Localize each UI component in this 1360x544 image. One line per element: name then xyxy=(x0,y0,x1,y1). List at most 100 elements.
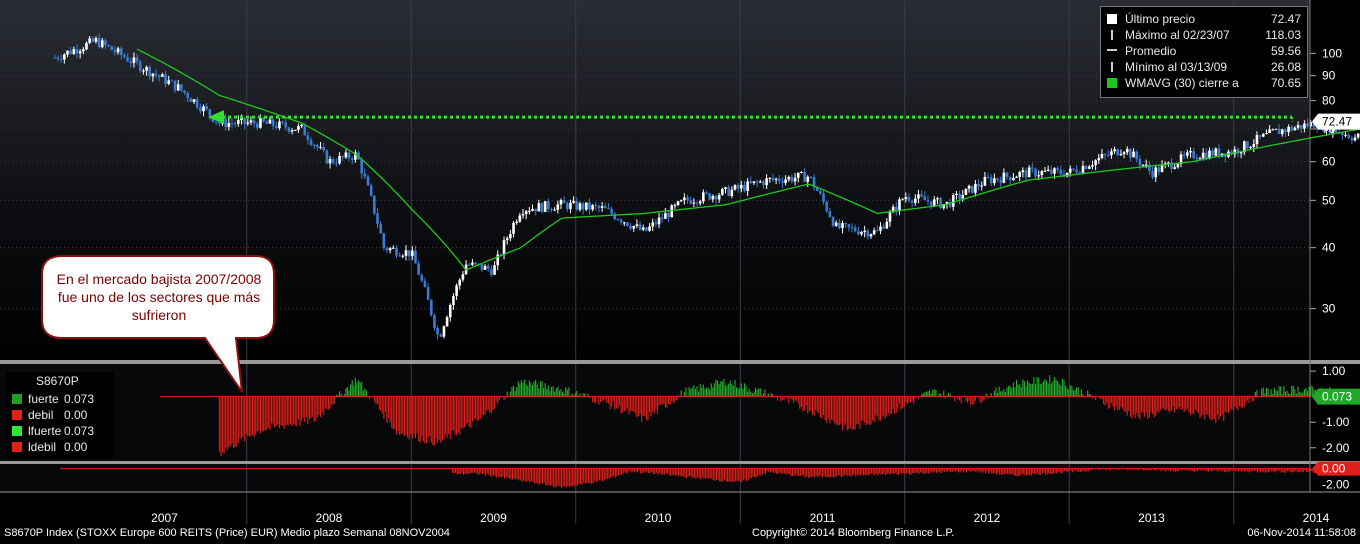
candle-body xyxy=(806,176,810,182)
candle-body xyxy=(164,74,167,84)
indicator-row-lfuerte: lfuerte 0.073 xyxy=(10,423,114,439)
candle-body xyxy=(1176,163,1180,168)
candle-body xyxy=(1015,176,1018,178)
average-dot-icon xyxy=(1107,49,1117,51)
candle-body xyxy=(758,181,762,183)
candle-body xyxy=(1182,154,1186,156)
candle-body xyxy=(958,193,961,199)
candle-body xyxy=(66,50,69,55)
candle-body xyxy=(123,55,126,58)
candle-body xyxy=(344,152,348,158)
candle-body xyxy=(53,57,57,59)
candle-body xyxy=(1059,169,1063,174)
candle-body xyxy=(936,197,939,200)
candle-body xyxy=(790,176,794,182)
candle-body xyxy=(660,217,664,219)
legend-row-last-price: Último precio 72.47 xyxy=(1107,11,1301,27)
candle-body xyxy=(195,99,199,108)
candle-body xyxy=(923,196,927,201)
candle-body xyxy=(740,184,743,189)
x-tick-label: 2007 xyxy=(151,511,178,525)
candle-body xyxy=(610,208,613,214)
y-tick-label: 90 xyxy=(1322,69,1336,83)
high-tick-icon xyxy=(1111,30,1113,40)
candle-body xyxy=(809,176,813,178)
candle-body xyxy=(104,40,107,46)
candle-body xyxy=(964,188,968,195)
candle-body xyxy=(1284,129,1287,133)
indicator-last-tag xyxy=(1312,388,1360,405)
indicator-row-debil: debil 0.00 xyxy=(10,407,114,423)
candle-body xyxy=(917,194,920,199)
candle-body xyxy=(1299,125,1303,129)
green-square-icon xyxy=(1107,78,1117,88)
candle-body xyxy=(401,255,405,257)
candle-body xyxy=(75,49,79,54)
candle-body xyxy=(1106,154,1110,156)
candle-body xyxy=(208,109,212,116)
candle-body xyxy=(1018,172,1021,177)
candle-body xyxy=(82,49,85,52)
candle-body xyxy=(180,84,183,91)
candle-body xyxy=(88,38,91,43)
candle-body xyxy=(572,200,575,203)
candle-body xyxy=(512,222,515,234)
candle-body xyxy=(1265,133,1268,135)
candle-body xyxy=(566,203,569,210)
candle-body xyxy=(100,40,104,48)
candle-body xyxy=(948,201,952,207)
legend-row-low: Mínimo al 03/13/09 26.08 xyxy=(1107,59,1301,75)
candle-body xyxy=(749,181,753,184)
candle-body xyxy=(977,183,980,187)
candle-body xyxy=(461,274,465,280)
candle-body xyxy=(1125,148,1129,153)
candle-body xyxy=(838,222,841,229)
candle-body xyxy=(721,188,724,196)
candle-body xyxy=(989,177,993,184)
candle-body xyxy=(1012,177,1015,181)
candle-body xyxy=(411,250,414,257)
candle-body xyxy=(341,155,345,158)
candle-body xyxy=(825,201,829,212)
candle-body xyxy=(252,120,256,124)
candle-body xyxy=(474,262,477,264)
wmavg-line xyxy=(136,48,1360,271)
indicator-y-tick-label: -1.00 xyxy=(1322,415,1350,429)
x-tick-label: 2010 xyxy=(645,511,672,525)
candle-body xyxy=(891,206,895,213)
candle-body xyxy=(183,90,186,93)
candle-body xyxy=(1211,150,1214,156)
candle-body xyxy=(1002,172,1006,183)
candle-body xyxy=(771,177,775,180)
candle-body xyxy=(1189,151,1192,153)
candle-body xyxy=(1110,151,1113,156)
candle-body xyxy=(382,233,386,249)
candle-body xyxy=(673,205,677,207)
candle-body xyxy=(331,159,335,163)
candle-body xyxy=(300,124,303,126)
candle-body xyxy=(1065,172,1069,177)
candle-body xyxy=(727,187,730,197)
candle-body xyxy=(578,203,582,210)
price-legend: Último precio 72.47 Máximo al 02/23/07 1… xyxy=(1100,6,1308,98)
candle-body xyxy=(1249,146,1252,149)
candle-body xyxy=(268,119,272,124)
x-tick-label: 2012 xyxy=(974,511,1001,525)
candle-body xyxy=(898,199,901,211)
candle-body xyxy=(885,221,889,229)
candle-body xyxy=(151,73,155,77)
candle-body xyxy=(714,195,718,200)
candle-body xyxy=(1195,157,1199,159)
candle-body xyxy=(423,280,427,287)
candle-body xyxy=(597,206,601,208)
candle-body xyxy=(622,222,626,224)
candle-body xyxy=(812,177,816,188)
candle-body xyxy=(328,159,332,164)
candle-body xyxy=(1157,167,1161,172)
candle-body xyxy=(983,176,987,186)
candle-body xyxy=(1347,134,1350,138)
candle-body xyxy=(189,98,193,102)
candle-body xyxy=(857,231,860,235)
candle-body xyxy=(986,176,990,178)
candle-body xyxy=(1293,127,1297,131)
